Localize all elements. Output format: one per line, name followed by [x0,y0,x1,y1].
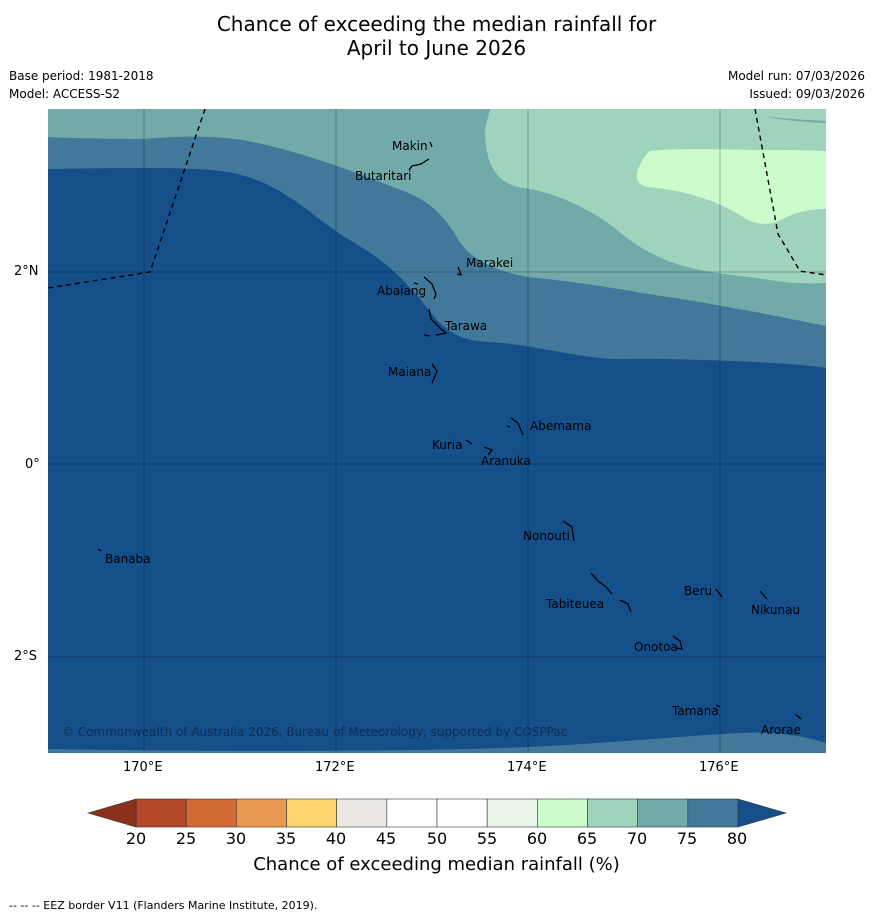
label-abaiang: Abaiang [377,284,426,298]
colorbar-cell-30-35 [236,798,287,828]
eez-border-west [48,109,206,289]
colorbar-cell-50-55 [436,798,488,828]
cb-label-20: 20 [125,829,147,848]
lat-label-0: 0° [25,457,40,472]
label-abemama: Abemama [530,419,591,433]
island-nonouti [562,520,575,542]
cb-label-65: 65 [576,829,598,848]
colorbar-cell-35-40 [286,798,337,828]
meta-right: Model run: 07/03/2026 Issued: 09/03/2026 [728,67,865,103]
label-tabiteuea: Tabiteuea [545,597,604,611]
colorbar [86,798,788,828]
graticule [48,109,826,753]
copyright-notice: © Commonwealth of Australia 2026, Bureau… [62,725,567,739]
zone-60-65 [636,149,826,224]
label-onotoa: Onotoa [634,640,678,654]
colorbar-cell-25-30 [185,798,237,828]
colorbar-cell-75-80 [687,798,739,828]
title-line-1: Chance of exceeding the median rainfall … [216,12,657,36]
island-arorae [795,714,802,720]
label-nikunau: Nikunau [751,603,800,617]
label-nonouti: Nonouti [523,529,570,543]
cb-label-75: 75 [676,829,698,848]
lon-label-172e: 172°E [315,760,355,775]
lat-label-2s: 2°S [14,649,38,664]
title-line-2: April to June 2026 [346,36,527,60]
lon-label-170e: 170°E [123,760,163,775]
cb-label-50: 50 [426,829,448,848]
cb-label-45: 45 [375,829,397,848]
label-tamana: Tamana [671,704,719,718]
cb-label-40: 40 [325,829,347,848]
model-run: Model run: 07/03/2026 [727,69,865,83]
label-beru: Beru [684,584,712,598]
island-tabiteuea [590,572,632,613]
island-onotoa [672,635,683,650]
island-kuria-aranuka [465,439,494,456]
colorbar-title: Chance of exceeding median rainfall (%) [253,854,620,875]
cb-label-30: 30 [225,829,247,848]
island-nikunau [759,590,768,600]
cb-label-70: 70 [626,829,648,848]
colorbar-cell-70-75 [637,798,689,828]
island-beru [715,588,723,598]
label-maiana: Maiana [388,365,431,379]
label-kuria: Kuria [432,438,463,452]
island-marakei [456,266,463,276]
lon-label-174e: 174°E [507,760,547,775]
island-tamana [715,704,721,708]
label-aranuka: Aranuka [481,454,531,468]
colorbar-cell-45-50 [386,798,438,828]
zone-75-80-bottom [48,732,826,753]
meta-left: Base period: 1981-2018 Model: ACCESS-S2 [9,67,154,103]
label-banaba: Banaba [105,552,151,566]
label-butaritari: Butaritari [355,169,412,183]
colorbar-cell-20-25 [135,798,187,828]
lon-label-176e: 176°E [699,760,739,775]
issued-date: Issued: 09/03/2026 [749,87,865,101]
island-abemama [506,417,524,436]
colorbar-cell-65-70 [587,798,638,828]
map-title: Chance of exceeding the median rainfall … [0,12,873,60]
cb-label-80: 80 [726,829,748,848]
cb-label-35: 35 [275,829,297,848]
model-name: Model: ACCESS-S2 [9,87,121,101]
colorbar-cell-60-65 [537,798,588,828]
label-tarawa: Tarawa [444,319,487,333]
eez-footnote: -- -- -- EEZ border V11 (Flanders Marine… [9,899,318,912]
island-makin-butaritari [408,141,433,171]
cb-label-25: 25 [175,829,197,848]
map-panel: Makin Butaritari Marakei Abaiang Tarawa … [48,109,826,753]
label-marakei: Marakei [466,256,513,270]
colorbar-cells [135,798,739,828]
base-period: Base period: 1981-2018 [9,69,154,83]
colorbar-high-extension [737,798,788,828]
island-shapes [97,141,802,720]
eez-borders [48,109,826,289]
island-maiana [431,363,438,384]
colorbar-low-extension [86,798,137,828]
island-banaba [97,548,102,552]
lat-label-2n: 2°N [14,264,39,279]
label-makin: Makin [392,139,428,153]
cb-label-55: 55 [476,829,498,848]
cb-label-60: 60 [526,829,548,848]
label-arorae: Arorae [761,723,801,737]
eez-border-east [754,109,826,276]
island-abaiang [413,276,437,300]
colorbar-cell-40-45 [336,798,388,828]
island-tarawa [423,308,448,337]
colorbar-cell-55-60 [486,798,538,828]
